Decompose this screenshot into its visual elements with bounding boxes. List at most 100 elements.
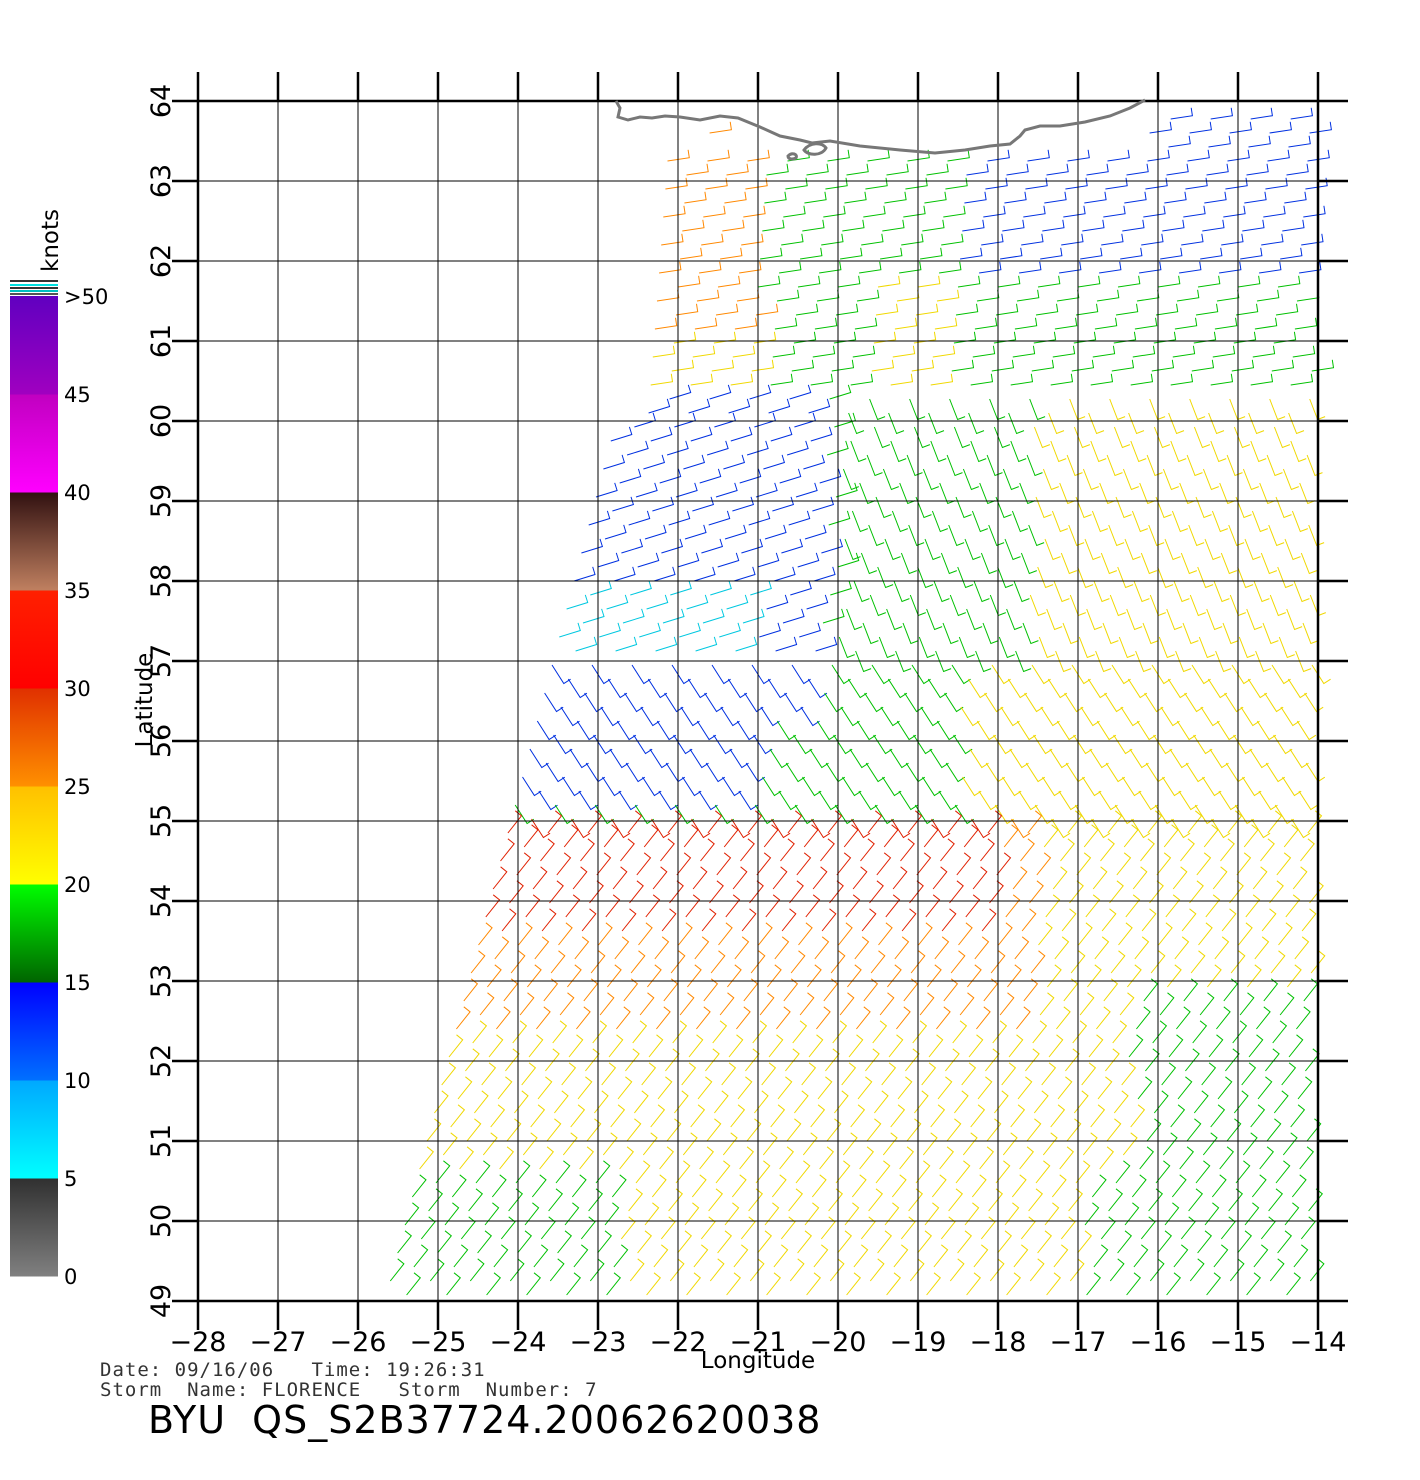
wind-barb [1268,1188,1284,1212]
wind-barb [582,608,605,624]
wind-barb [518,922,533,946]
wind-barb [1226,454,1243,477]
wind-barb [827,149,850,162]
wind-barb [389,1258,405,1282]
wind-barb [722,776,742,797]
wind-barb [1227,149,1250,162]
footer-date-time: Date: 09/16/06 Time: 19:26:31 [100,1359,486,1381]
wind-barb [709,880,724,904]
wind-barb [677,1230,693,1254]
wind-barb [1278,636,1295,659]
wind-barb [749,384,772,400]
wind-barb [1167,678,1188,699]
wind-barb [1029,594,1046,617]
wind-barb [1287,678,1308,699]
wind-barb [690,373,714,386]
wind-barb [851,510,868,533]
wind-barb [1187,149,1210,162]
wind-barb [1094,936,1110,960]
wind-barb [770,373,794,386]
wind-barb [764,191,787,204]
wind-barb [642,776,662,797]
wind-barb [1235,496,1252,519]
wind-barb [1132,345,1156,358]
wind-barb [1105,762,1126,783]
wind-barb [1271,664,1291,685]
wind-barb [641,1062,657,1086]
wind-barb [985,1048,1000,1072]
wind-barb [667,810,683,834]
wind-barb [837,552,860,568]
wind-barb [1290,107,1313,120]
wind-barb [777,1076,793,1100]
wind-barb [1035,303,1059,316]
wind-barb [1012,345,1036,358]
wind-barb [981,908,997,932]
wind-barb [930,440,947,463]
wind-barb [683,454,706,470]
wind-barb [1190,950,1206,974]
wind-barb [1004,191,1027,204]
wind-barb [740,838,755,862]
wind-barb [581,538,604,554]
wind-barb [1090,373,1114,386]
wind-barb [664,692,684,713]
wind-barb [706,1118,722,1142]
wind-barb [1280,706,1300,727]
wind-barb [717,552,740,568]
wind-barb [437,1230,453,1254]
wind-barb [939,1146,955,1170]
wind-barb [1053,580,1070,603]
wind-barb [1163,824,1179,848]
wind-barb [1042,776,1062,797]
wind-barb [1130,373,1154,386]
wind-barb [1077,275,1101,288]
wind-barb [675,303,699,316]
wind-barb [867,810,883,834]
wind-barb [755,482,778,498]
wind-barb [869,880,884,904]
wind-barb [1286,163,1309,176]
wind-barb [821,538,844,554]
wind-barb [1023,978,1039,1002]
wind-barb [877,566,894,589]
wind-barb [1078,636,1095,659]
wind-barb [663,205,686,218]
wind-barb [930,373,954,386]
wind-barb [749,880,764,904]
wind-barb [1051,1174,1067,1198]
wind-barb [1032,1020,1048,1044]
wind-barb [605,894,621,918]
wind-barb [1237,275,1261,288]
colorbar-tick-label: 35 [64,579,91,603]
wind-barb [1264,692,1284,713]
wind-barb [766,594,789,610]
wind-barb [1305,177,1328,190]
wind-barb [722,219,745,232]
wind-barb [537,1076,553,1100]
wind-barb [1028,1188,1044,1212]
wind-barb [1061,908,1077,932]
wind-barb [969,748,989,769]
wind-barb [1219,1146,1234,1170]
wind-barb [1300,838,1315,862]
wind-barb [571,818,591,839]
wind-barb [1251,818,1271,839]
wind-barb [1294,317,1318,330]
wind-barb [1073,426,1091,449]
wind-barb [1024,692,1044,713]
wind-barb [1026,454,1043,477]
wind-barb [878,636,895,659]
wind-barb [956,852,972,876]
wind-barb [648,398,671,414]
wind-barb [882,219,905,232]
wind-barb [877,275,901,288]
wind-barb [1285,894,1301,918]
wind-barb [459,1146,475,1170]
wind-barb [596,852,612,876]
wind-barb [1082,776,1102,797]
wind-barb [1078,922,1093,946]
wind-barb [966,1272,982,1296]
wind-barb [1284,1202,1300,1226]
wind-barb [1225,177,1248,190]
